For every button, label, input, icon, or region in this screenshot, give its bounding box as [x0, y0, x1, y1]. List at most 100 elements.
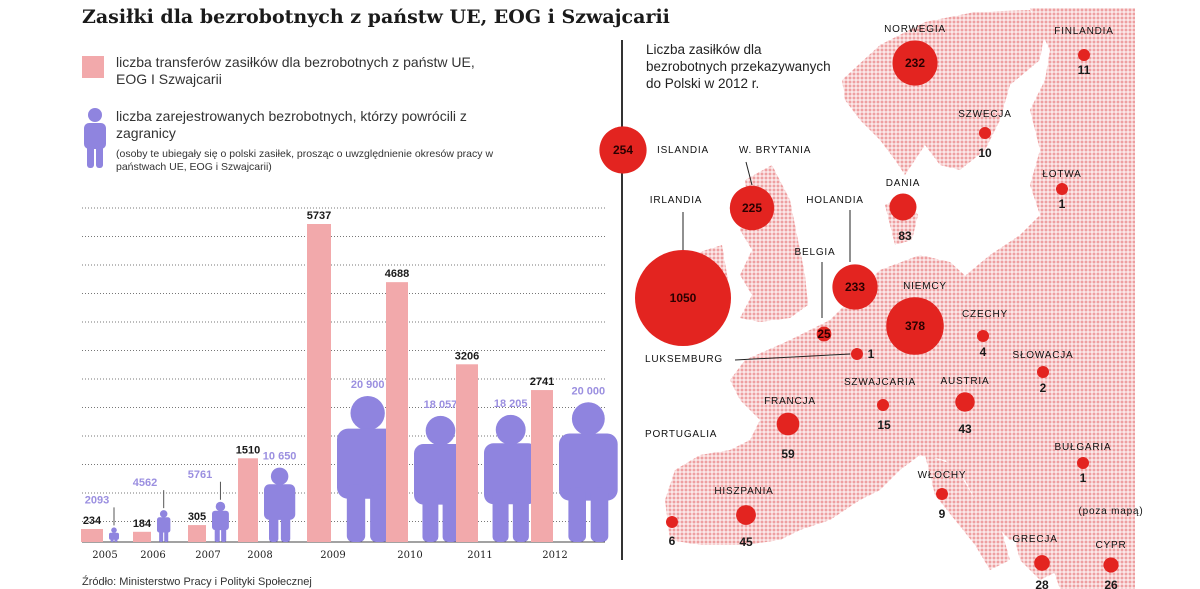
bubble-marker [736, 505, 756, 525]
transfer-bar [238, 458, 258, 542]
bubble-note: (poza mapą) [1079, 506, 1144, 517]
x-tick-label: 2005 [92, 550, 117, 561]
person-head [159, 510, 168, 518]
bubble-value-label: 6 [669, 534, 676, 548]
bubble-marker [936, 488, 948, 500]
leader-line [745, 161, 753, 186]
x-tick-label: 2008 [247, 550, 272, 561]
country-label: BELGIA [795, 247, 836, 258]
bubble-value-label: 11 [1078, 63, 1091, 77]
country-label: FINLANDIA [1054, 26, 1113, 37]
leader-line [734, 353, 851, 361]
bubble-marker [851, 348, 863, 360]
person-leg [110, 538, 114, 542]
legend-note: (osoby te ubiegały się o polski zasiłek,… [116, 148, 494, 173]
person-leg [346, 484, 366, 542]
person-leg [164, 529, 169, 542]
registered-person-mark [337, 396, 399, 542]
x-tick-label: 2011 [467, 550, 492, 561]
country-label: HOLANDIA [806, 195, 864, 206]
person-head [425, 415, 456, 446]
bubble-marker [1077, 457, 1089, 469]
bubble-marker [979, 127, 991, 139]
person-leg [214, 526, 220, 542]
person-leg [568, 487, 586, 542]
bubble-marker [892, 40, 938, 86]
bubble-marker [955, 392, 975, 412]
country-label: AUSTRIA [941, 376, 990, 387]
bubble-marker [635, 250, 731, 346]
x-tick-label: 2009 [320, 550, 345, 561]
person-leg [280, 512, 291, 542]
country-label: IRLANDIA [650, 195, 703, 206]
bubble-marker [666, 516, 678, 528]
bubble-value-label: 254 [613, 143, 633, 157]
country-label: NORWEGIA [884, 24, 946, 35]
registered-person-mark [109, 527, 119, 542]
registered-value-label: 18 205 [494, 398, 528, 410]
map-title: Liczba zasiłków dla bezrobotnych przekaz… [646, 42, 831, 91]
country-label: BUŁGARIA [1055, 442, 1112, 453]
person-leg [492, 492, 509, 542]
x-tick-label: 2010 [397, 550, 422, 561]
transfer-value-label: 4688 [385, 268, 409, 280]
transfer-bar [456, 364, 478, 542]
bubble-value-label: 59 [781, 447, 795, 461]
person-leg [159, 529, 164, 542]
bubble-value-label: 10 [978, 146, 992, 160]
person-leg [268, 512, 279, 542]
bubble-marker [977, 330, 989, 342]
divider [621, 40, 623, 560]
registered-value-label: 5761 [188, 469, 212, 481]
registered-value-label: 10 650 [263, 451, 297, 463]
person-body [212, 510, 229, 531]
registered-person-mark [484, 414, 538, 542]
bubble-value-label: 45 [739, 535, 753, 549]
country-label: SŁOWACJA [1012, 350, 1073, 361]
bubble-marker [1056, 183, 1068, 195]
bubble-marker [1037, 366, 1049, 378]
person-head [571, 402, 605, 436]
bubble-marker [877, 399, 889, 411]
registered-person-mark [157, 510, 171, 542]
country-label: ISLANDIA [657, 145, 709, 156]
legend-label-registered: liczba zarejestrowanych bezrobotnych, kt… [116, 108, 467, 141]
country-label: HISZPANIA [714, 486, 773, 497]
person-leg [221, 526, 227, 542]
bubble-value-label: 225 [742, 201, 762, 215]
registered-value-label: 4562 [133, 477, 157, 489]
person-body [559, 433, 618, 501]
person-leg [590, 487, 609, 542]
person-body [414, 444, 467, 505]
bubble-value-label: 28 [1035, 578, 1049, 589]
country-label: CZECHY [962, 309, 1008, 320]
source-note: Źródło: Ministerstwo Pracy i Polityki Sp… [82, 576, 312, 588]
registered-person-mark [212, 501, 229, 542]
bubble-value-label: 43 [958, 422, 972, 436]
bubble-marker [886, 297, 944, 355]
bubble-value-label: 25 [817, 327, 831, 341]
transfer-value-label: 5737 [307, 210, 331, 222]
bubble-value-label: 2 [1040, 381, 1047, 395]
bubble-value-label: 1 [1080, 471, 1087, 485]
person-body [109, 532, 119, 540]
bubble-marker [889, 193, 917, 221]
country-label: NIEMCY [903, 281, 947, 292]
person-leg [370, 484, 389, 542]
bubble-value-label: 233 [845, 280, 865, 294]
x-tick-label: 2006 [140, 550, 165, 561]
bubble-marker [1078, 49, 1090, 61]
transfer-bar [81, 529, 103, 542]
transfer-bar [188, 525, 206, 542]
bubble-value-label: 378 [905, 319, 925, 333]
country-label: ŁOTWA [1042, 169, 1081, 180]
registered-value-label: 20 900 [351, 379, 385, 391]
registered-value-label: 18 057 [424, 399, 458, 411]
country-label: SZWAJCARIA [844, 377, 916, 388]
person-icon [84, 108, 106, 168]
transfer-value-label: 3206 [455, 350, 479, 362]
person-head [270, 467, 289, 486]
person-head [350, 396, 385, 431]
bubble-value-label: 1 [868, 347, 875, 361]
bubble-marker [816, 326, 832, 342]
